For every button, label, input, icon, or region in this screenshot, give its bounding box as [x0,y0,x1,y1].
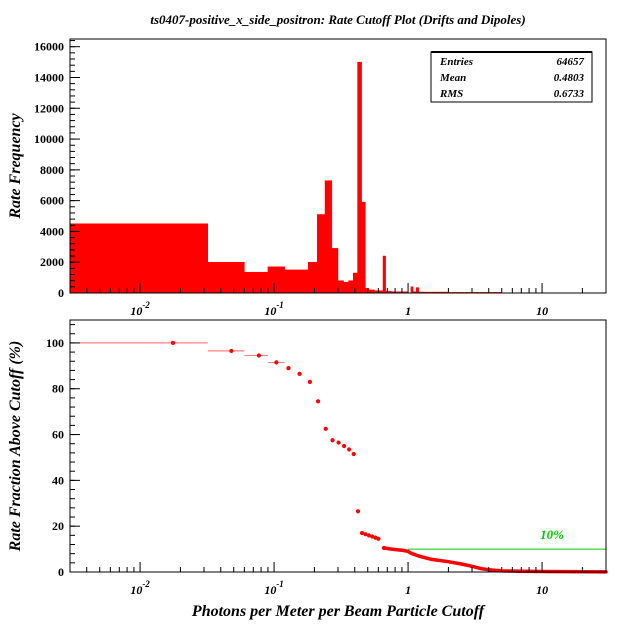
fraction-point [376,536,381,541]
fraction-point [229,348,234,354]
stats-entries-value: 64657 [557,56,585,68]
fraction-point [307,379,312,384]
histogram-bar [316,214,326,294]
histogram-bar [284,269,309,294]
fraction-point [315,399,321,404]
fraction-point [330,438,335,443]
y-tick-label: 8000 [40,163,64,177]
fraction-point [363,532,368,537]
y-tick-label: 100 [46,336,64,350]
stats-entries-label: Entries [439,56,473,68]
histogram-bar [343,281,349,294]
y-tick-label: 6000 [40,194,64,208]
threshold-label: 10% [540,527,564,542]
x-tick-label: 1 [405,583,411,597]
fraction-y-label: Rate Fraction Above Cutoff (%) [7,341,24,553]
x-tick-label: 10-1 [264,579,284,597]
y-tick-label: 2000 [40,255,64,269]
fraction-point [256,353,261,358]
fraction-x-label: Photons per Meter per Beam Particle Cuto… [191,603,486,620]
histogram-bar [69,223,209,294]
stats-rms-label: RMS [439,88,463,100]
fraction-point [323,426,328,431]
x-tick-label: 10-1 [264,300,284,318]
x-tick-label: 10 [536,304,548,318]
fraction-point [170,340,176,346]
fraction-point [346,447,352,452]
fraction-point [336,440,341,445]
y-tick-label: 4000 [40,224,64,238]
histogram-bar [331,248,339,294]
histogram-bars [69,61,607,294]
histogram-bar [361,201,366,294]
stats-box: Entries 64657 Mean 0.4803 RMS 0.6733 [430,51,593,103]
stats-rms-value: 0.6733 [554,88,585,100]
y-tick-label: 40 [52,473,64,487]
x-tick-label: 1 [405,304,411,318]
fraction-frame [69,319,607,573]
y-tick-label: 80 [52,382,64,396]
fraction-point [351,451,356,457]
y-tick-label: 20 [52,519,64,533]
fraction-point [297,371,302,376]
fraction-dense-curve [382,546,608,574]
fraction-point [359,530,365,536]
histogram-y-axis: 0 2000 4000 6000 8000 10000 12000 14000 16000 [34,40,80,300]
histogram-bar [357,61,362,294]
histogram-y-label: Rate Frequency [7,112,24,219]
y-tick-label: 0 [58,565,64,579]
stats-box-frame [430,51,593,103]
y-tick-label: 16000 [34,40,64,54]
fraction-point [274,360,279,365]
stats-mean-value: 0.4803 [554,72,585,84]
figure-title: ts0407-positive_x_side_positron: Rate Cu… [150,12,525,27]
fraction-point [366,533,371,538]
fraction-markers [70,340,608,574]
histogram-bar [267,266,285,294]
fraction-x-axis: 10-2 10-1 1 10 [69,562,607,597]
stats-mean-label: Mean [439,72,466,84]
histogram-bar [207,261,245,294]
y-tick-label: 14000 [34,70,64,84]
fraction-point [341,443,347,449]
histogram-bar [410,286,414,294]
histogram-bar [353,272,358,294]
histogram-bar [382,255,386,294]
histogram-bar [348,280,354,294]
histogram-bar [415,287,419,294]
y-tick-label: 12000 [34,101,64,115]
histogram-bar [365,288,370,294]
histogram-bar [308,261,318,294]
fraction-point [355,509,361,514]
y-tick-label: 60 [52,428,64,442]
fraction-panel: 0 20 40 60 80 100 10-2 10-1 1 10 10% Rate Fracti… [7,319,608,620]
y-tick-label: 10000 [34,132,64,146]
histogram-bar [337,280,344,294]
x-tick-label: 10 [536,583,548,597]
histogram-bar [324,180,333,294]
fraction-point [286,366,291,371]
x-tick-label: 10-2 [130,579,150,597]
x-tick-label: 10-2 [130,300,150,318]
histogram-bar [244,271,269,294]
fraction-y-axis: 0 20 40 60 80 100 [46,324,80,579]
y-tick-label: 0 [58,286,64,300]
